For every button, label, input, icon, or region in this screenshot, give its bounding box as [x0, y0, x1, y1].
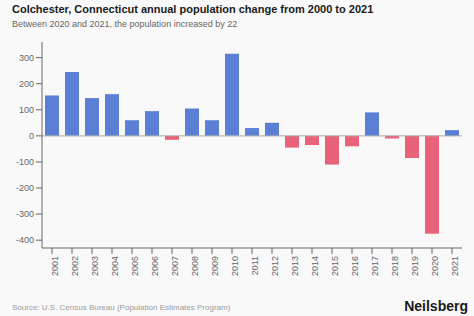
- svg-text:-400: -400: [16, 235, 34, 245]
- svg-text:2014: 2014: [310, 256, 320, 276]
- html-text:Between 2020 and 2021, the pop: Between 2020 and 2021, the population in…: [12, 19, 238, 29]
- svg-text:-200: -200: [16, 183, 34, 193]
- svg-text:2007: 2007: [170, 256, 180, 276]
- html-text:Neilsberg: Neilsberg: [404, 298, 468, 314]
- svg-text:200: 200: [19, 79, 34, 89]
- svg-text:2011: 2011: [250, 256, 260, 275]
- svg-text:2016: 2016: [350, 256, 360, 276]
- svg-text:2012: 2012: [270, 256, 280, 276]
- svg-text:2009: 2009: [210, 256, 220, 276]
- svg-text:2002: 2002: [70, 256, 80, 276]
- html-text:Colchester, Connecticut annual: Colchester, Connecticut annual populatio…: [12, 3, 374, 15]
- svg-text:2008: 2008: [190, 256, 200, 276]
- svg-text:300: 300: [19, 53, 34, 63]
- svg-text:2021: 2021: [450, 256, 460, 276]
- svg-text:0: 0: [29, 131, 34, 141]
- svg-text:2004: 2004: [110, 256, 120, 276]
- svg-text:2018: 2018: [390, 256, 400, 276]
- html-text:Source: U.S. Census Bureau (Po: Source: U.S. Census Bureau (Population E…: [12, 303, 231, 312]
- svg-text:2013: 2013: [290, 256, 300, 276]
- svg-text:2006: 2006: [150, 256, 160, 276]
- svg-text:-100: -100: [16, 157, 34, 167]
- svg-text:2019: 2019: [410, 256, 420, 276]
- svg-text:2003: 2003: [90, 256, 100, 276]
- svg-text:-300: -300: [16, 209, 34, 219]
- svg-text:2017: 2017: [370, 256, 380, 276]
- svg-text:2010: 2010: [230, 256, 240, 276]
- svg-text:2001: 2001: [50, 256, 60, 276]
- svg-text:2020: 2020: [430, 256, 440, 276]
- svg-text:2015: 2015: [330, 256, 340, 276]
- svg-text:2005: 2005: [130, 256, 140, 276]
- svg-text:100: 100: [19, 105, 34, 115]
